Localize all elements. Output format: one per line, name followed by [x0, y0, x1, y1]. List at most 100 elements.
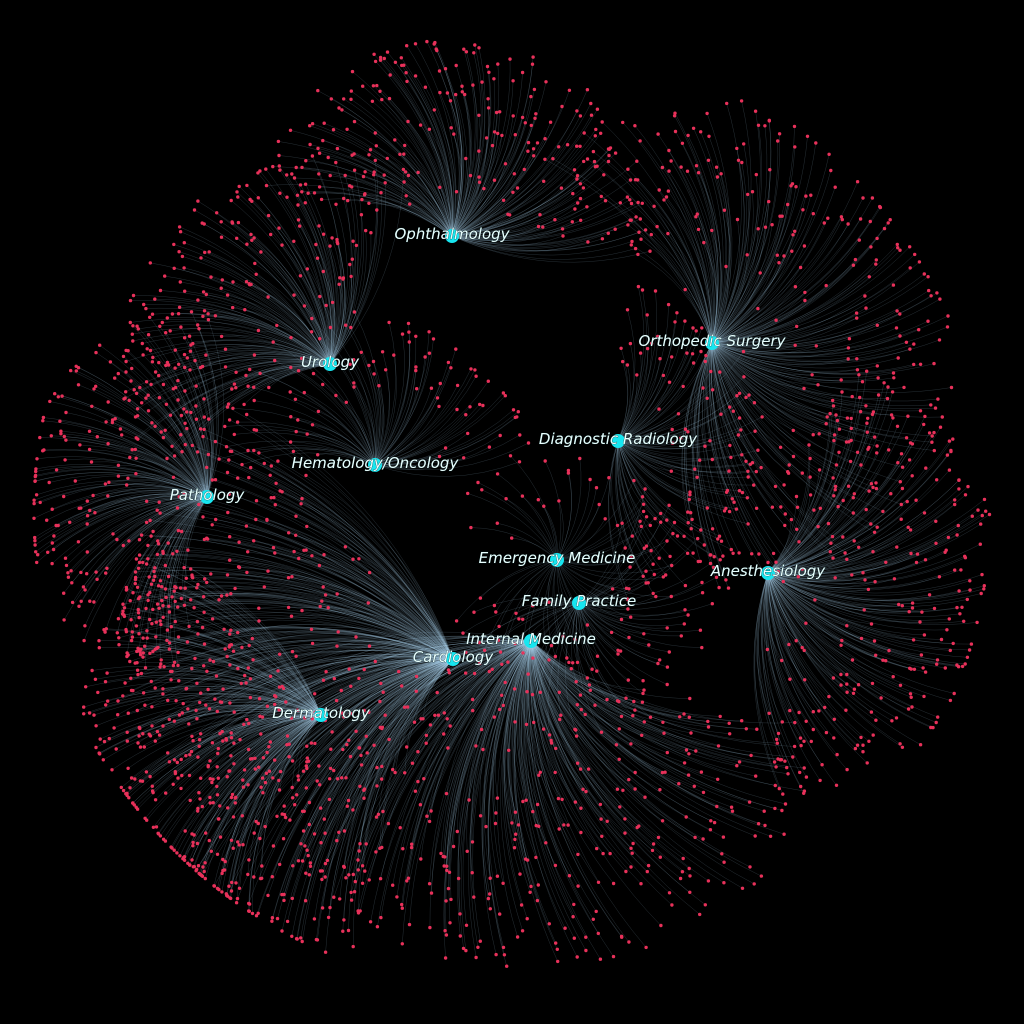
leaf-node: [201, 314, 205, 318]
leaf-node: [277, 226, 281, 230]
leaf-node: [526, 672, 530, 676]
leaf-node: [508, 213, 512, 217]
leaf-node: [486, 97, 490, 101]
hub-dot-ophthalmology[interactable]: [445, 229, 459, 243]
leaf-node: [265, 704, 270, 708]
leaf-node: [511, 190, 515, 194]
leaf-node: [374, 144, 378, 148]
leaf-node: [939, 637, 944, 642]
leaf-node: [867, 445, 871, 450]
leaf-node: [195, 717, 199, 721]
hub-dot-diagnostic-radiology[interactable]: [611, 434, 625, 448]
leaf-node: [715, 804, 719, 809]
hub-node-pathology[interactable]: Pathology: [169, 486, 246, 505]
leaf-node: [145, 636, 149, 640]
leaf-node: [812, 508, 816, 512]
leaf-node: [895, 424, 900, 428]
hub-node-urology[interactable]: Urology: [301, 353, 361, 372]
leaf-node: [171, 663, 176, 668]
leaf-node: [317, 224, 321, 228]
leaf-node: [226, 510, 230, 515]
leaf-node: [400, 684, 404, 688]
hub-dot-internal-medicine[interactable]: [524, 634, 538, 648]
leaf-node: [194, 417, 199, 421]
hub-dot-cardiology[interactable]: [446, 652, 460, 666]
hub-node-ophthalmology[interactable]: Ophthalmology: [394, 225, 511, 244]
leaf-node: [276, 459, 280, 463]
leaf-node: [234, 901, 239, 905]
leaf-node: [59, 432, 63, 436]
hub-dot-orthopedic-surgery[interactable]: [705, 336, 719, 350]
leaf-node: [922, 694, 926, 699]
leaf-node: [136, 327, 140, 331]
leaf-node: [629, 555, 633, 559]
hub-node-orthopedic-surgery[interactable]: Orthopedic Surgery: [638, 332, 787, 351]
hub-node-anesthesiology[interactable]: Anesthesiology: [710, 562, 827, 581]
leaf-node: [174, 699, 178, 703]
leaf-node: [236, 630, 240, 635]
hub-node-family-practice[interactable]: Family Practice: [521, 592, 637, 611]
hub-dot-emergency-medicine[interactable]: [550, 553, 564, 567]
leaf-node: [619, 714, 624, 719]
leaf-node: [63, 458, 67, 462]
leaf-node: [111, 532, 115, 536]
leaf-node: [906, 707, 911, 711]
leaf-node: [278, 862, 282, 867]
leaf-node: [144, 562, 149, 566]
leaf-node: [912, 362, 916, 367]
hub-node-hematology-oncology[interactable]: Hematology/Oncology: [291, 454, 460, 473]
leaf-node: [358, 842, 362, 846]
leaf-node: [730, 809, 735, 813]
leaf-node: [175, 549, 179, 553]
leaf-node: [850, 394, 854, 399]
leaf-node: [625, 308, 630, 312]
leaf-node: [345, 742, 349, 747]
leaf-node: [307, 800, 312, 805]
leaf-node: [122, 606, 127, 610]
leaf-node: [220, 890, 224, 894]
leaf-node: [687, 752, 691, 756]
leaf-node: [124, 390, 128, 394]
leaf-node: [538, 690, 542, 694]
leaf-node: [462, 456, 466, 460]
leaf-node: [317, 764, 321, 768]
hub-dot-hematology-oncology[interactable]: [368, 458, 382, 472]
leaf-node: [82, 712, 86, 716]
leaf-node: [346, 198, 350, 203]
leaf-node: [658, 658, 662, 662]
leaf-node: [362, 667, 366, 672]
leaf-node: [236, 220, 241, 225]
leaf-node: [183, 365, 187, 370]
leaf-node: [687, 497, 691, 502]
leaf-node: [658, 357, 662, 361]
leaf-node: [900, 745, 905, 749]
leaf-node: [268, 740, 272, 744]
leaf-node: [517, 617, 521, 621]
hub-node-diagnostic-radiology[interactable]: Diagnostic Radiology: [539, 430, 699, 449]
leaf-node: [694, 164, 699, 168]
leaf-node: [775, 253, 779, 257]
hub-dot-family-practice[interactable]: [572, 596, 586, 610]
leaf-node: [698, 628, 703, 632]
leaf-node: [206, 318, 211, 322]
leaf-node: [322, 817, 326, 821]
leaf-node: [164, 331, 168, 335]
leaf-node: [791, 454, 796, 459]
leaf-node: [696, 171, 701, 175]
hub-node-cardiology[interactable]: Cardiology: [412, 648, 495, 667]
leaf-node: [633, 124, 637, 128]
hub-dot-dermatology[interactable]: [314, 708, 328, 722]
hub-dot-urology[interactable]: [323, 357, 337, 371]
hub-dot-anesthesiology[interactable]: [761, 566, 775, 580]
leaf-node: [235, 236, 239, 240]
leaf-node: [286, 576, 291, 580]
leaf-node: [629, 742, 633, 746]
hub-dot-pathology[interactable]: [200, 490, 214, 504]
leaf-node: [294, 165, 298, 170]
leaf-node: [164, 402, 169, 406]
hub-node-emergency-medicine[interactable]: Emergency Medicine: [478, 549, 636, 568]
leaf-node: [379, 191, 383, 195]
hub-node-internal-medicine[interactable]: Internal Medicine: [466, 630, 596, 649]
hub-node-dermatology[interactable]: Dermatology: [272, 704, 371, 723]
leaf-node: [332, 895, 336, 899]
